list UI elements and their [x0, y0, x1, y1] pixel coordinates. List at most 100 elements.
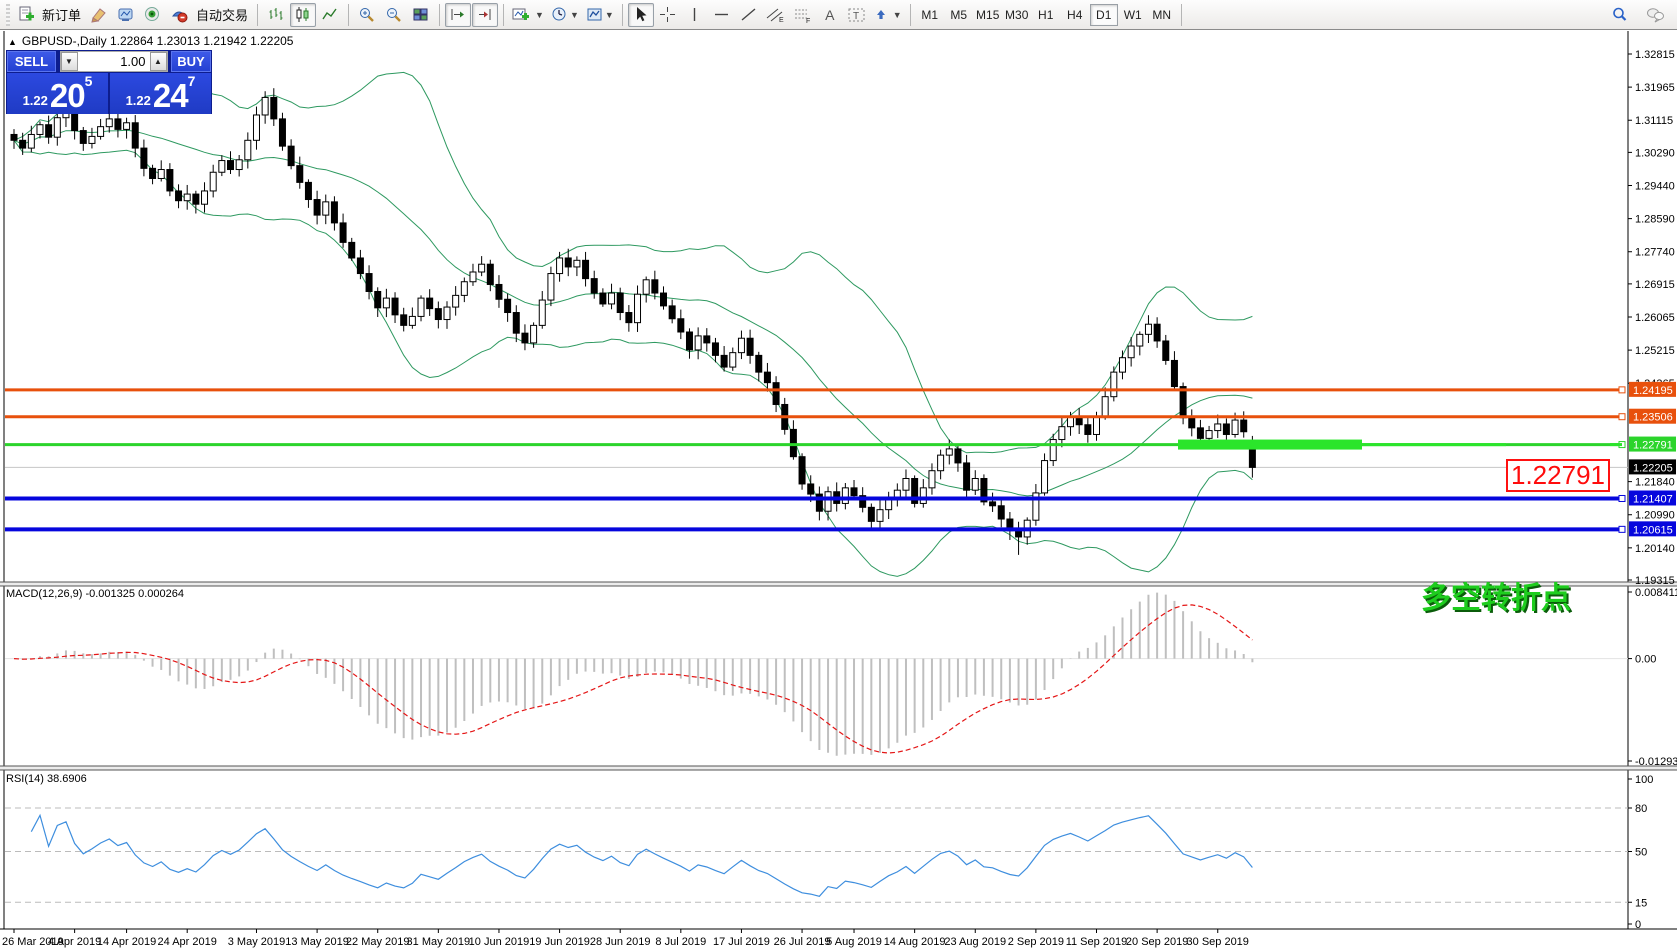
periods-button[interactable]: ▼ — [548, 3, 582, 27]
svg-text:30 Sep 2019: 30 Sep 2019 — [1187, 936, 1249, 948]
toolbar-separator — [909, 3, 911, 26]
svg-text:20 Sep 2019: 20 Sep 2019 — [1126, 936, 1188, 948]
cursor-button[interactable] — [627, 2, 654, 27]
horizontal-line-button[interactable] — [709, 3, 735, 27]
zoom-out-button[interactable] — [381, 3, 407, 27]
toolbar-separator — [348, 3, 350, 26]
svg-text:1.29440: 1.29440 — [1635, 181, 1675, 193]
timeframe-m15-button[interactable]: M15 — [976, 7, 1000, 22]
svg-text:4 Apr 2019: 4 Apr 2019 — [48, 936, 101, 948]
svg-text:1.28590: 1.28590 — [1635, 214, 1675, 226]
price-line-label: 1.22791 — [1629, 436, 1676, 452]
price-line-label: 1.23506 — [1629, 408, 1676, 424]
new-order-button[interactable] — [13, 3, 39, 27]
svg-text:1.20615: 1.20615 — [1633, 524, 1673, 536]
price-line-label: 1.24195 — [1629, 381, 1676, 397]
profiles-icon[interactable] — [113, 3, 139, 27]
auto-scroll-button[interactable] — [445, 2, 472, 27]
new-order-label[interactable]: 新订单 — [42, 8, 82, 23]
timeframe-m1-button[interactable]: M1 — [921, 7, 939, 22]
volume-increase-button[interactable]: ▲ — [149, 52, 167, 71]
buy-price-display[interactable]: 1.22 24 7 — [110, 73, 211, 114]
timeframe-d1-button[interactable]: D1 — [1089, 3, 1118, 26]
svg-text:T: T — [853, 11, 859, 22]
svg-text:1.26065: 1.26065 — [1635, 312, 1675, 324]
svg-text:3 May 2019: 3 May 2019 — [228, 936, 285, 948]
volume-stepper: ▼ 1.00 ▲ — [59, 51, 168, 72]
svg-text:19 Jun 2019: 19 Jun 2019 — [529, 936, 590, 948]
chart-symbol-period: GBPUSD-,Daily — [21, 34, 107, 48]
line-chart-button[interactable] — [317, 3, 343, 27]
svg-text:5 Aug 2019: 5 Aug 2019 — [826, 936, 882, 948]
volume-field[interactable]: 1.00 — [77, 52, 150, 71]
price-line-label: 1.22205 — [1629, 459, 1676, 475]
svg-text:28 Jun 2019: 28 Jun 2019 — [590, 936, 651, 948]
timeframe-w1-button[interactable]: W1 — [1123, 7, 1142, 22]
text-label-button[interactable]: T — [844, 3, 870, 27]
search-icon[interactable] — [1607, 3, 1633, 27]
sell-price-point: 5 — [84, 73, 93, 89]
chat-icon[interactable] — [1643, 3, 1669, 27]
svg-text:1.27740: 1.27740 — [1635, 247, 1675, 259]
svg-text:1.31965: 1.31965 — [1635, 82, 1675, 94]
buy-button[interactable]: BUY — [171, 51, 211, 72]
candlesticks — [10, 88, 1256, 555]
rsi-pane: 100 80 50 15 0 — [5, 774, 1653, 931]
svg-text:2 Sep 2019: 2 Sep 2019 — [1008, 936, 1064, 948]
zoom-in-button[interactable] — [354, 3, 380, 27]
svg-text:24 Apr 2019: 24 Apr 2019 — [158, 936, 217, 948]
sell-price-display[interactable]: 1.22 20 5 — [7, 73, 108, 114]
chart-wizard-icon[interactable] — [86, 3, 112, 27]
svg-text:1.26915: 1.26915 — [1635, 279, 1675, 291]
svg-text:E: E — [779, 17, 784, 24]
toolbar-grip — [6, 3, 10, 26]
autotrading-button[interactable] — [167, 3, 193, 27]
svg-text:0.008411: 0.008411 — [1635, 587, 1677, 599]
turning-point-highlight[interactable] — [1178, 439, 1622, 450]
svg-text:14 Aug 2019: 14 Aug 2019 — [884, 936, 946, 948]
chart-canvas[interactable]: 1.32815 1.31965 1.31115 1.30290 1.29440 1.285… — [0, 30, 1677, 951]
timeframe-h4-button[interactable]: H4 — [1067, 7, 1083, 22]
svg-text:0: 0 — [1635, 919, 1641, 931]
svg-text:1.21840: 1.21840 — [1635, 477, 1675, 489]
buy-price-prefix: 1.22 — [125, 93, 151, 108]
collapse-panel-icon[interactable]: ▲ — [8, 37, 17, 47]
vertical-line-button[interactable] — [682, 3, 708, 27]
templates-button[interactable]: ▼ — [583, 3, 617, 27]
chart-shift-button[interactable] — [472, 2, 499, 27]
timeframe-m5-button[interactable]: M5 — [950, 7, 968, 22]
main-toolbar: 新订单 自动交易 — [0, 0, 1677, 30]
svg-text:8 Jul 2019: 8 Jul 2019 — [655, 936, 706, 948]
text-button[interactable]: A — [825, 6, 835, 23]
toolbar-separator — [1180, 3, 1182, 26]
equidistant-channel-button[interactable]: E — [763, 3, 789, 27]
crosshair-button[interactable] — [655, 3, 681, 27]
price-axis[interactable]: 1.32815 1.31965 1.31115 1.30290 1.29440 1.285… — [1628, 49, 1675, 587]
turning-point-annotation: 多空转折点 — [1421, 582, 1571, 615]
timeframe-h1-button[interactable]: H1 — [1038, 7, 1054, 22]
sell-price-prefix: 1.22 — [22, 93, 48, 108]
price-line-label: 1.20615 — [1629, 521, 1676, 537]
bar-chart-button[interactable] — [263, 3, 289, 27]
trendline-button[interactable] — [736, 3, 762, 27]
sell-button[interactable]: SELL — [7, 51, 56, 72]
horizontal-line-objects[interactable] — [5, 386, 1626, 533]
svg-text:1.19315: 1.19315 — [1635, 575, 1675, 587]
alerts-icon[interactable] — [140, 3, 166, 27]
toolbar-separator — [439, 3, 441, 26]
timeframe-mn-button[interactable]: MN — [1152, 7, 1172, 22]
tile-windows-button[interactable] — [408, 3, 434, 27]
svg-text:1.25215: 1.25215 — [1635, 345, 1675, 357]
candlestick-chart-button[interactable] — [290, 2, 317, 27]
timeframe-m30-button[interactable]: M30 — [1005, 7, 1029, 22]
svg-text:1.21407: 1.21407 — [1633, 493, 1673, 505]
autotrading-label[interactable]: 自动交易 — [196, 8, 249, 23]
fibonacci-button[interactable]: F — [790, 3, 816, 27]
chart-ohlc-values: 1.22864 1.23013 1.21942 1.22205 — [109, 34, 294, 48]
arrows-button[interactable]: ▼ — [871, 3, 905, 27]
svg-text:13 May 2019: 13 May 2019 — [285, 936, 349, 948]
indicators-button[interactable]: ▼ — [509, 3, 547, 27]
volume-decrease-button[interactable]: ▼ — [60, 52, 78, 71]
